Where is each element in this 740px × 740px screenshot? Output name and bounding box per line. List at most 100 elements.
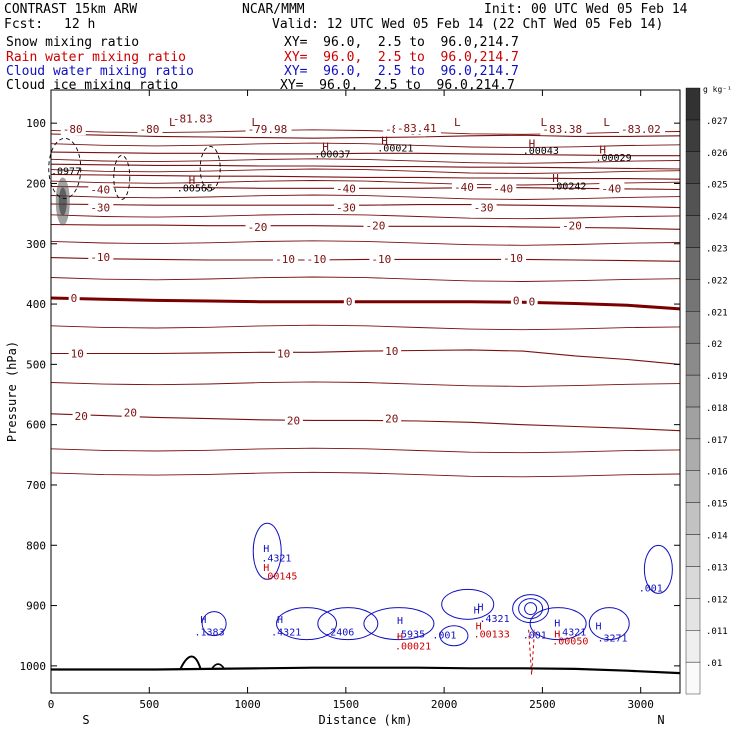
contour-label: 10	[277, 348, 290, 361]
colorbar-label: .019	[706, 372, 728, 382]
forecast-value: 12 h	[64, 17, 96, 32]
cloud-water-contour	[643, 544, 673, 594]
contour-label: -10	[503, 252, 523, 265]
contour-label-bg	[273, 252, 299, 265]
contour-label-bg	[540, 123, 587, 136]
field-xy-snow: XY= 96.0, 2.5 to 96.0,214.7	[284, 35, 519, 50]
extremum-value: .00242	[550, 181, 586, 192]
colorbar-label: .021	[706, 308, 728, 318]
rain-value: .00050	[552, 637, 588, 648]
y-axis-label: Pressure (hPa)	[5, 341, 19, 442]
contour-label-bg	[491, 182, 517, 195]
extremum-marker: L	[169, 116, 176, 129]
contour-label-bg	[501, 252, 527, 265]
extremum-value: .00037	[314, 150, 350, 161]
contour-label: -80	[139, 123, 159, 136]
extremum-marker: L	[454, 116, 461, 129]
rain-value: .00145	[261, 572, 297, 583]
contour-label: -30	[336, 202, 356, 215]
cloud-water-h-marker: H	[474, 605, 480, 616]
colorbar-swatch	[685, 630, 701, 663]
rain-h-marker: H	[397, 632, 403, 643]
contour-label: 10	[385, 345, 398, 358]
contour-label: 20	[287, 414, 300, 427]
colorbar-label: .015	[706, 500, 728, 510]
rain-h-marker: H	[476, 622, 482, 633]
colorbar-label: .011	[706, 627, 728, 637]
contour-label-bg	[284, 414, 303, 427]
x-tick-label: 2500	[529, 698, 556, 711]
contour-label: -20	[562, 220, 582, 233]
x-tick-label: 1000	[234, 698, 261, 711]
y-tick-label: 800	[26, 539, 46, 552]
temperature-contour-line	[50, 142, 681, 149]
colorbar-label: .023	[706, 244, 728, 254]
direction-north: N	[657, 713, 664, 727]
contour-label: 0	[346, 296, 353, 309]
contour-label: -10	[307, 253, 327, 266]
temperature-contour-line	[50, 447, 681, 454]
colorbar-label: .012	[706, 595, 728, 605]
cloud-water-contour	[518, 598, 544, 620]
cloud-ice-contour	[113, 154, 131, 200]
cloud-water-contour	[588, 607, 630, 641]
y-tick-label: 900	[26, 600, 46, 613]
field-name-snow: Snow mixing ratio	[6, 35, 140, 50]
cloud-water-h-marker: H	[277, 615, 283, 626]
contour-label: -81.83	[173, 112, 213, 125]
cloud-water-h-marker: H	[263, 544, 269, 555]
rain-h-marker: H	[554, 630, 560, 641]
snow-max-core	[58, 187, 67, 216]
contour-label: -40	[90, 183, 110, 196]
contour-label: 0	[529, 296, 536, 309]
contour-label: -10	[275, 253, 295, 266]
contour-label: -20	[248, 221, 268, 234]
y-tick-label: 300	[26, 238, 46, 251]
colorbar-swatch	[685, 534, 701, 567]
contour-label: -83.38	[542, 123, 582, 136]
extremum-marker: H	[322, 140, 329, 153]
colorbar-label: .027	[706, 117, 728, 127]
cloud-water-contour	[441, 588, 495, 620]
temperature-contour-line	[50, 133, 681, 139]
colorbar-swatch	[685, 279, 701, 312]
center-title: NCAR/MMM	[242, 2, 305, 17]
contour-label-bg	[170, 112, 217, 125]
cloud-water-contour	[529, 607, 587, 641]
cloud-water-value: .4321	[261, 554, 291, 565]
extremum-value: .0977	[51, 166, 81, 177]
x-tick-label: 2000	[431, 698, 458, 711]
y-tick-label: 700	[26, 479, 46, 492]
x-tick-label: 0	[48, 698, 55, 711]
contour-label-bg	[60, 123, 86, 136]
contour-label: -40	[336, 182, 356, 195]
cloud-water-contour	[439, 625, 469, 647]
cloud-water-h-marker: H	[554, 619, 560, 630]
temperature-contour-line	[50, 203, 681, 209]
temperature-contour-line	[51, 349, 681, 365]
colorbar-swatch	[685, 661, 701, 695]
extremum-marker: L	[540, 116, 547, 129]
contour-label-bg	[275, 347, 294, 360]
extremum-marker: H	[552, 172, 559, 185]
y-tick-label: 200	[26, 177, 46, 190]
temperature-contour-line	[50, 381, 681, 387]
temperature-contour-line	[50, 163, 681, 170]
colorbar-swatch	[685, 566, 701, 599]
contour-label-bg	[619, 123, 666, 136]
x-tick-label: 1500	[333, 698, 360, 711]
colorbar-swatch	[685, 151, 701, 184]
contour-label: -83.02	[621, 123, 661, 136]
colorbar-swatch	[685, 502, 701, 535]
field-name-cloud-water: Cloud water mixing ratio	[6, 64, 194, 79]
contour-label-bg	[304, 252, 330, 265]
contour-label: 0	[71, 292, 78, 305]
contour-label: -30	[90, 202, 110, 215]
cloud-water-value: .4321	[556, 628, 586, 639]
contour-label: 0	[513, 294, 520, 307]
contour-label: -83.41	[397, 122, 437, 135]
y-tick-label: 1000	[20, 660, 47, 673]
contour-label: 20	[124, 407, 137, 420]
cloud-water-contour	[317, 607, 379, 641]
temperature-contour-line	[50, 240, 681, 246]
